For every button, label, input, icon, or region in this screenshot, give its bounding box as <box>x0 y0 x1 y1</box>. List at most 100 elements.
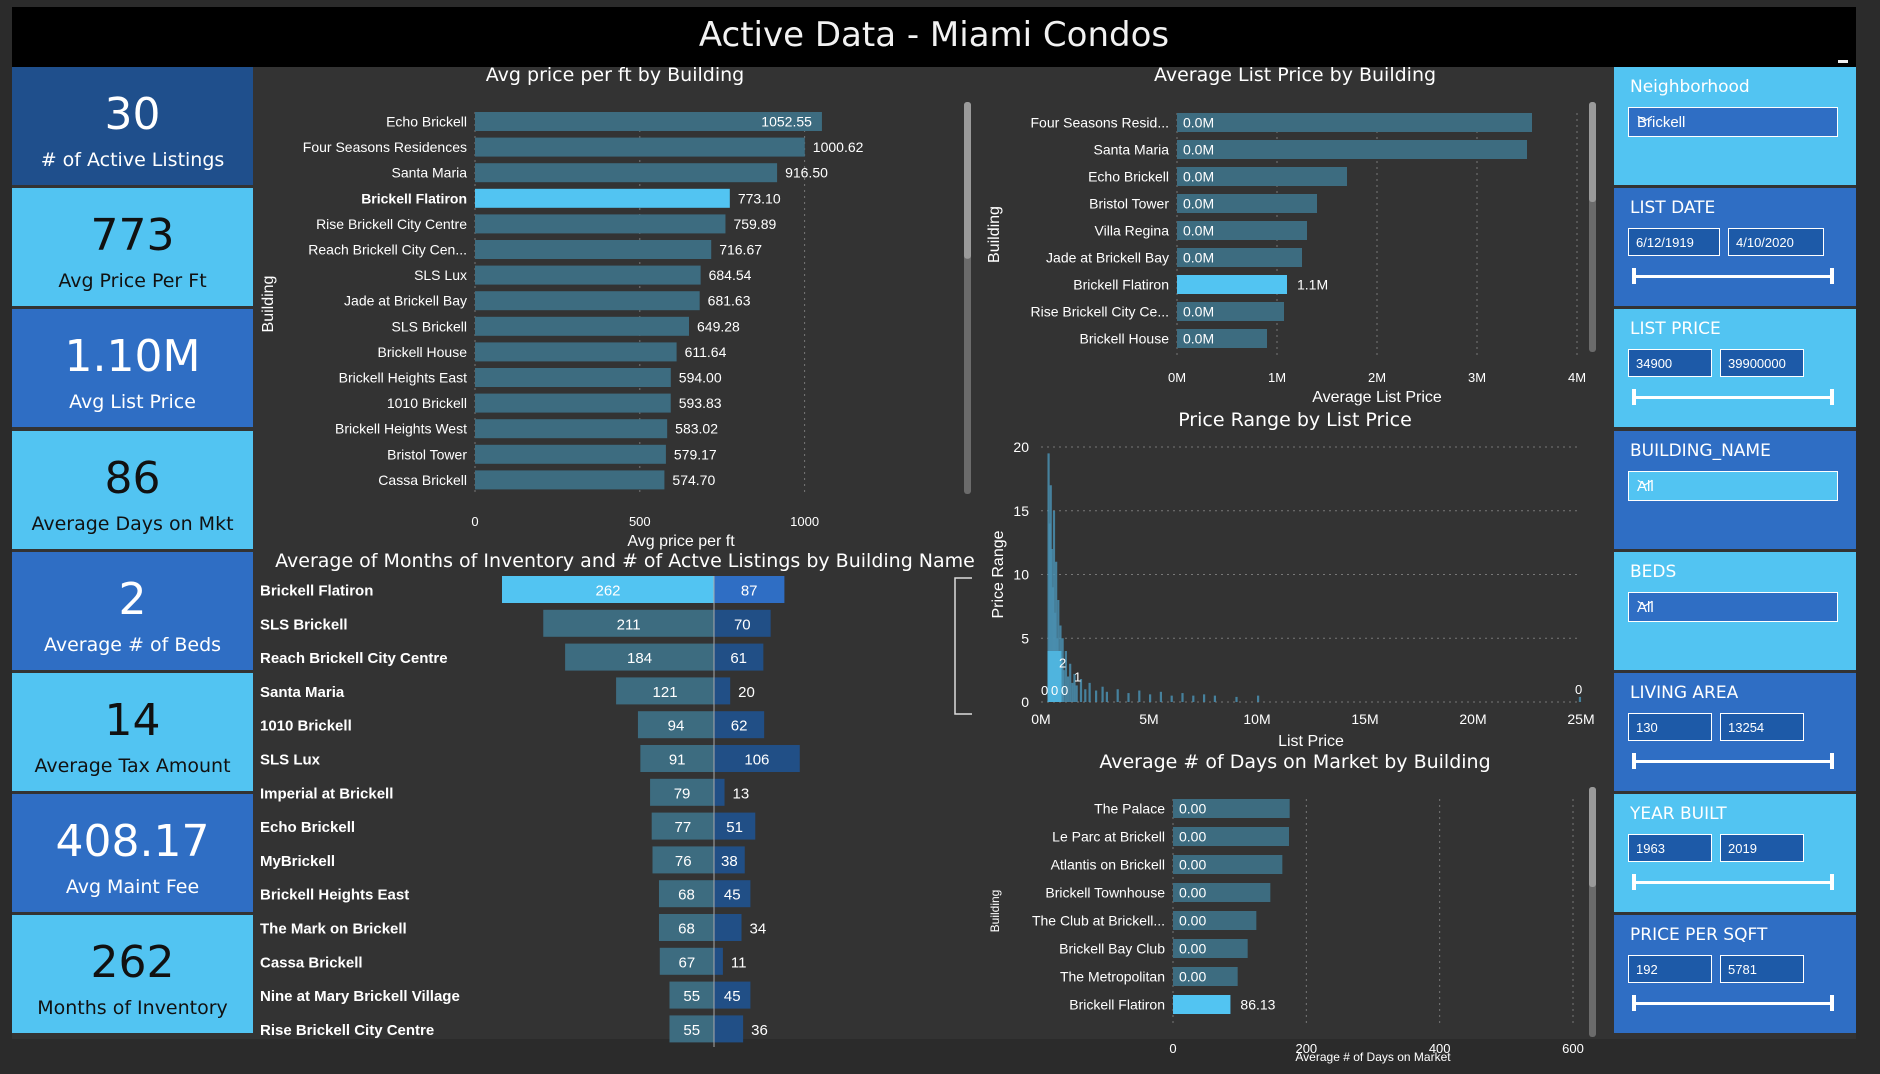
bar <box>475 112 822 131</box>
x-tick-label: 0M <box>1031 711 1050 727</box>
kpi-label: Avg Price Per Ft <box>58 270 207 292</box>
data-label: 45 <box>724 988 741 1005</box>
list-price-slider[interactable] <box>1632 396 1832 399</box>
data-label: 916.50 <box>785 165 828 181</box>
living-area-slider[interactable] <box>1632 760 1832 763</box>
scrollbar-thumb <box>964 102 971 259</box>
data-label: 55 <box>683 988 700 1005</box>
price-range-bar <box>1079 679 1083 702</box>
living-area-from-input[interactable]: 130 <box>1628 713 1712 741</box>
category-label: Jade at Brickell Bay <box>1046 250 1169 266</box>
bar <box>1177 221 1307 240</box>
data-label: 0.00 <box>1179 941 1206 957</box>
category-label: Brickell Heights East <box>260 887 409 904</box>
x-tick-label: 2M <box>1368 370 1386 385</box>
slider-handle-min[interactable] <box>1632 389 1636 405</box>
list-date-slider[interactable] <box>1632 275 1832 278</box>
chart-avg-list-price: 0M 1M 2M 3M 4M Four Seasons Resid... 0.0M Santa… <box>986 102 1596 406</box>
chart-title-months-inventory: Average of Months of Inventory and # of … <box>275 550 975 572</box>
bar <box>1177 140 1527 159</box>
kpi-value: 773 <box>90 210 175 261</box>
price-range-bar <box>1138 690 1141 702</box>
data-label: 583.02 <box>675 421 718 437</box>
scrollbar-thumb <box>1589 102 1596 202</box>
price-range-bar <box>1075 685 1078 702</box>
kpi-value: 14 <box>104 695 161 746</box>
bar-active-listings <box>714 576 785 603</box>
category-label: Reach Brickell City Centre <box>260 650 448 667</box>
slider-handle-min[interactable] <box>1632 874 1636 890</box>
list-price-to-input[interactable]: 39900000 <box>1720 349 1804 377</box>
bar <box>475 214 726 234</box>
price-per-sqft-from-input[interactable]: 192 <box>1628 955 1712 983</box>
category-label: Brickell Heights East <box>339 370 467 386</box>
building-name-dropdown[interactable]: All ﹀ <box>1628 471 1838 501</box>
category-label: Imperial at Brickell <box>260 785 393 802</box>
slider-handle-max[interactable] <box>1830 389 1834 405</box>
data-label: 1 <box>1074 670 1081 685</box>
data-label: 61 <box>730 650 747 667</box>
bar-active-listings <box>714 778 725 806</box>
living-area-to-input[interactable]: 13254 <box>1720 713 1804 741</box>
dropdown-value: All <box>1637 599 1654 616</box>
kpi-label: Avg List Price <box>69 391 196 413</box>
beds-dropdown[interactable]: All ﹀ <box>1628 592 1838 622</box>
data-label: 1052.55 <box>761 114 812 130</box>
slider-handle-max[interactable] <box>1830 995 1834 1011</box>
data-label: 94 <box>668 718 685 735</box>
bar-active-listings <box>714 981 751 1009</box>
y-tick-label: 15 <box>1013 503 1029 519</box>
input-value: 34900 <box>1636 356 1673 371</box>
year-built-from-input[interactable]: 1963 <box>1628 834 1712 862</box>
category-label: Echo Brickell <box>1088 169 1169 185</box>
list-date-to-input[interactable]: 4/10/2020 <box>1728 228 1824 256</box>
price-per-sqft-to-input[interactable]: 5781 <box>1720 955 1804 983</box>
list-date-from-input[interactable]: 6/12/1919 <box>1628 228 1720 256</box>
data-label: 121 <box>653 684 678 701</box>
data-label: 649.28 <box>697 318 740 334</box>
input-value: 13254 <box>1728 720 1765 735</box>
bar-active-listings <box>714 812 756 840</box>
category-label: Rise Brickell City Centre <box>260 1022 434 1039</box>
data-label: 0.00 <box>1179 829 1206 845</box>
category-label: SLS Brickell <box>392 318 467 334</box>
slider-handle-min[interactable] <box>1632 995 1636 1011</box>
scrollbar-thumb <box>1589 787 1596 887</box>
chart-price-per-ft: 0 500 1000 Echo Brickell 1052.55 Four Seasons… <box>260 102 971 550</box>
category-label: Villa Regina <box>1095 223 1170 239</box>
data-label: 77 <box>675 819 692 836</box>
slicer-list-date: LIST DATE 6/12/1919 4/10/2020 <box>1614 188 1856 306</box>
slicer-title: PRICE PER SQFT <box>1630 925 1768 945</box>
slider-handle-min[interactable] <box>1632 753 1636 769</box>
neighborhood-dropdown[interactable]: Brickell ﹀ <box>1628 107 1838 137</box>
data-label: 1.1M <box>1297 277 1328 293</box>
price-range-bar <box>1071 682 1074 702</box>
price-range-bar <box>1088 682 1091 702</box>
slider-handle-max[interactable] <box>1830 753 1834 769</box>
list-price-from-input[interactable]: 34900 <box>1628 349 1712 377</box>
category-label: Rise Brickell City Centre <box>316 216 467 232</box>
year-built-to-input[interactable]: 2019 <box>1720 834 1804 862</box>
price-range-bar <box>1084 689 1087 702</box>
slider-handle-max[interactable] <box>1830 874 1834 890</box>
price-range-bar <box>1192 695 1195 702</box>
slider-handle-max[interactable] <box>1830 268 1834 284</box>
chevron-down-icon: ﹀ <box>1637 601 1654 618</box>
x-tick-label: 20M <box>1459 711 1486 727</box>
category-label: SLS Lux <box>414 267 467 283</box>
price-per-sqft-slider[interactable] <box>1632 1002 1832 1005</box>
category-label: Brickell Heights West <box>335 421 467 437</box>
input-value: 130 <box>1636 720 1658 735</box>
price-range-bar <box>1181 693 1184 702</box>
bar <box>475 419 668 439</box>
y-tick-label: 0 <box>1021 694 1029 710</box>
kpi-value: 30 <box>104 89 161 140</box>
year-built-slider[interactable] <box>1632 881 1832 884</box>
data-label: 91 <box>669 752 686 769</box>
x-tick-label: 600 <box>1562 1041 1584 1056</box>
bar <box>1177 302 1284 321</box>
minimize-icon[interactable] <box>1838 60 1848 63</box>
data-label: 67 <box>679 954 696 971</box>
slider-handle-min[interactable] <box>1632 268 1636 284</box>
kpi-card-active-listings: 30 # of Active Listings <box>12 67 253 185</box>
